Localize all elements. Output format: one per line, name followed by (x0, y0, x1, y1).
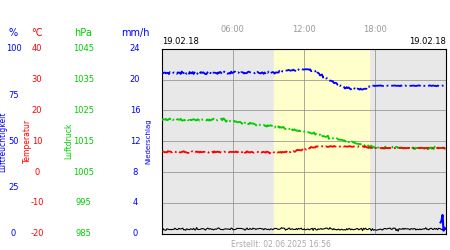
Text: 0: 0 (132, 229, 138, 238)
Text: 12: 12 (130, 137, 140, 146)
Text: 1045: 1045 (73, 44, 94, 53)
Text: 995: 995 (76, 198, 91, 207)
Text: 16: 16 (130, 106, 140, 115)
Text: %: % (9, 28, 18, 38)
Text: 19.02.18: 19.02.18 (162, 37, 199, 46)
Text: 4: 4 (132, 198, 138, 207)
Text: 40: 40 (32, 44, 42, 53)
Text: °C: °C (31, 28, 43, 38)
Text: -10: -10 (30, 198, 44, 207)
Text: 30: 30 (32, 75, 42, 84)
Text: 20: 20 (130, 75, 140, 84)
Text: 12:00: 12:00 (292, 25, 315, 34)
Text: 06:00: 06:00 (221, 25, 245, 34)
Text: 75: 75 (8, 90, 19, 100)
Bar (274, 49, 369, 234)
Text: 8: 8 (132, 168, 138, 176)
Text: Luftfeuchtigkeit: Luftfeuchtigkeit (0, 111, 7, 172)
Text: 1025: 1025 (73, 106, 94, 115)
Text: mm/h: mm/h (121, 28, 149, 38)
Text: 20: 20 (32, 106, 42, 115)
Text: 1035: 1035 (73, 75, 94, 84)
Text: Erstellt: 02.06.2025 16:56: Erstellt: 02.06.2025 16:56 (231, 240, 331, 249)
Text: 25: 25 (8, 183, 19, 192)
Text: Luftdruck: Luftdruck (64, 123, 73, 160)
Text: 0: 0 (34, 168, 40, 176)
Text: 19.02.18: 19.02.18 (409, 37, 446, 46)
Text: 10: 10 (32, 137, 42, 146)
Text: hPa: hPa (74, 28, 92, 38)
Text: 1005: 1005 (73, 168, 94, 176)
Text: -20: -20 (30, 229, 44, 238)
Text: 1015: 1015 (73, 137, 94, 146)
Text: 0: 0 (11, 229, 16, 238)
Text: 24: 24 (130, 44, 140, 53)
Text: Temperatur: Temperatur (22, 119, 32, 163)
Text: 985: 985 (75, 229, 91, 238)
Text: Niederschlag: Niederschlag (145, 118, 152, 164)
Text: 18:00: 18:00 (363, 25, 387, 34)
Text: 50: 50 (8, 137, 19, 146)
Text: 100: 100 (5, 44, 22, 53)
